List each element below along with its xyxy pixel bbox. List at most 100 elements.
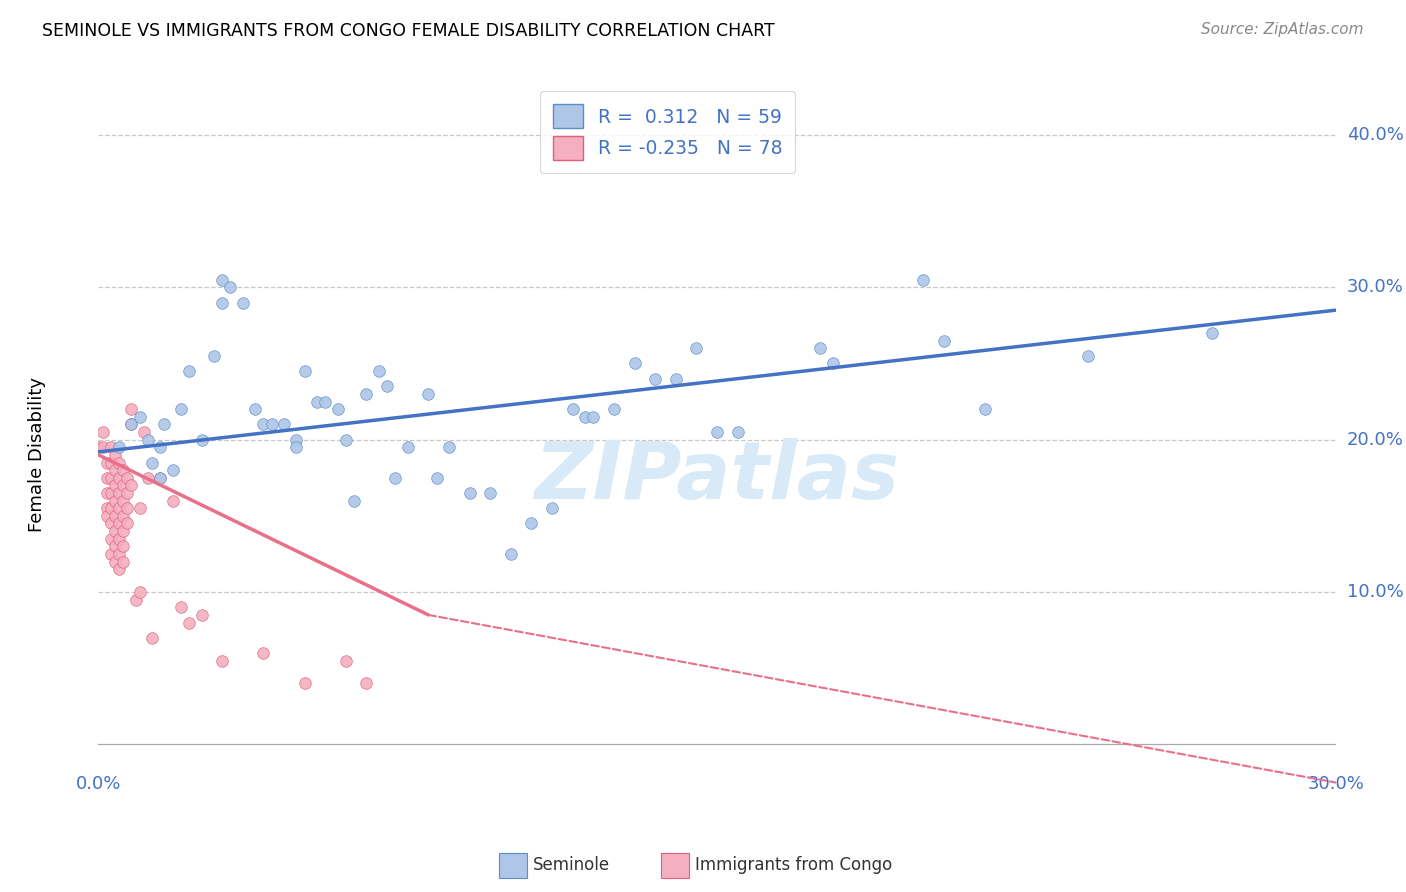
Point bbox=[120, 478, 142, 492]
Point bbox=[727, 425, 749, 439]
Point bbox=[170, 402, 193, 417]
Point bbox=[305, 394, 328, 409]
Point bbox=[603, 402, 626, 417]
Point bbox=[179, 364, 201, 378]
Point bbox=[112, 463, 135, 477]
Point bbox=[108, 456, 131, 470]
Point bbox=[190, 607, 212, 622]
Point bbox=[437, 440, 460, 454]
Point bbox=[136, 433, 159, 447]
Point bbox=[108, 532, 131, 546]
Point bbox=[141, 631, 163, 645]
Point bbox=[912, 273, 935, 287]
Text: SEMINOLE VS IMMIGRANTS FROM CONGO FEMALE DISABILITY CORRELATION CHART: SEMINOLE VS IMMIGRANTS FROM CONGO FEMALE… bbox=[42, 22, 775, 40]
Point bbox=[96, 508, 118, 523]
Point bbox=[561, 402, 583, 417]
Point bbox=[112, 508, 135, 523]
Point bbox=[479, 486, 502, 500]
Point bbox=[104, 524, 127, 538]
Point bbox=[273, 417, 295, 432]
Point bbox=[108, 440, 131, 454]
Point bbox=[96, 471, 118, 485]
Point bbox=[335, 654, 357, 668]
Point bbox=[104, 508, 127, 523]
Point bbox=[112, 524, 135, 538]
Point bbox=[458, 486, 481, 500]
Point bbox=[326, 402, 349, 417]
Point bbox=[91, 440, 114, 454]
Point bbox=[541, 501, 564, 516]
Point bbox=[418, 387, 440, 401]
Point bbox=[108, 562, 131, 576]
Text: 0.0%: 0.0% bbox=[76, 775, 121, 793]
Point bbox=[117, 501, 139, 516]
Point bbox=[124, 592, 146, 607]
Point bbox=[367, 364, 389, 378]
Text: 30.0%: 30.0% bbox=[1308, 775, 1364, 793]
Point bbox=[260, 417, 283, 432]
Point bbox=[211, 273, 233, 287]
Point bbox=[100, 516, 122, 531]
Point bbox=[294, 364, 316, 378]
Point bbox=[974, 402, 997, 417]
Point bbox=[120, 417, 142, 432]
Point bbox=[162, 493, 184, 508]
Point bbox=[112, 555, 135, 569]
Point bbox=[149, 471, 172, 485]
Point bbox=[335, 433, 357, 447]
Point bbox=[120, 402, 142, 417]
Point bbox=[294, 676, 316, 690]
Point bbox=[153, 417, 176, 432]
Point bbox=[623, 356, 645, 371]
Point bbox=[108, 547, 131, 561]
Point bbox=[132, 425, 155, 439]
Point bbox=[202, 349, 225, 363]
Point bbox=[356, 676, 378, 690]
Point bbox=[120, 417, 142, 432]
Point bbox=[252, 646, 274, 660]
Point bbox=[190, 433, 212, 447]
Point bbox=[96, 456, 118, 470]
Point bbox=[100, 532, 122, 546]
Point bbox=[91, 425, 114, 439]
Point bbox=[108, 516, 131, 531]
Point bbox=[396, 440, 419, 454]
Point bbox=[117, 486, 139, 500]
Text: 40.0%: 40.0% bbox=[1347, 126, 1403, 144]
Point bbox=[384, 471, 406, 485]
Point bbox=[243, 402, 266, 417]
Point bbox=[665, 372, 688, 386]
Point bbox=[117, 516, 139, 531]
Text: Female Disability: Female Disability bbox=[28, 377, 45, 533]
Point bbox=[104, 539, 127, 553]
Point bbox=[104, 463, 127, 477]
Text: Immigrants from Congo: Immigrants from Congo bbox=[695, 856, 891, 874]
Point bbox=[128, 501, 150, 516]
Point bbox=[499, 547, 522, 561]
Point bbox=[574, 409, 596, 424]
Point bbox=[104, 493, 127, 508]
Text: Seminole: Seminole bbox=[533, 856, 610, 874]
Point bbox=[112, 478, 135, 492]
Point bbox=[821, 356, 844, 371]
Text: 20.0%: 20.0% bbox=[1347, 431, 1403, 449]
Point bbox=[343, 493, 366, 508]
Point bbox=[644, 372, 666, 386]
Point bbox=[128, 409, 150, 424]
Point bbox=[108, 501, 131, 516]
Point bbox=[179, 615, 201, 630]
Point bbox=[100, 486, 122, 500]
Point bbox=[314, 394, 336, 409]
Point bbox=[375, 379, 398, 393]
Text: Source: ZipAtlas.com: Source: ZipAtlas.com bbox=[1201, 22, 1364, 37]
Point bbox=[108, 486, 131, 500]
Point bbox=[108, 471, 131, 485]
Point bbox=[149, 440, 172, 454]
Text: 10.0%: 10.0% bbox=[1347, 583, 1403, 601]
Point bbox=[104, 448, 127, 462]
Point bbox=[1201, 326, 1223, 340]
Point bbox=[96, 501, 118, 516]
Point bbox=[149, 471, 172, 485]
Point bbox=[1077, 349, 1099, 363]
Text: ZIPatlas: ZIPatlas bbox=[534, 438, 900, 516]
